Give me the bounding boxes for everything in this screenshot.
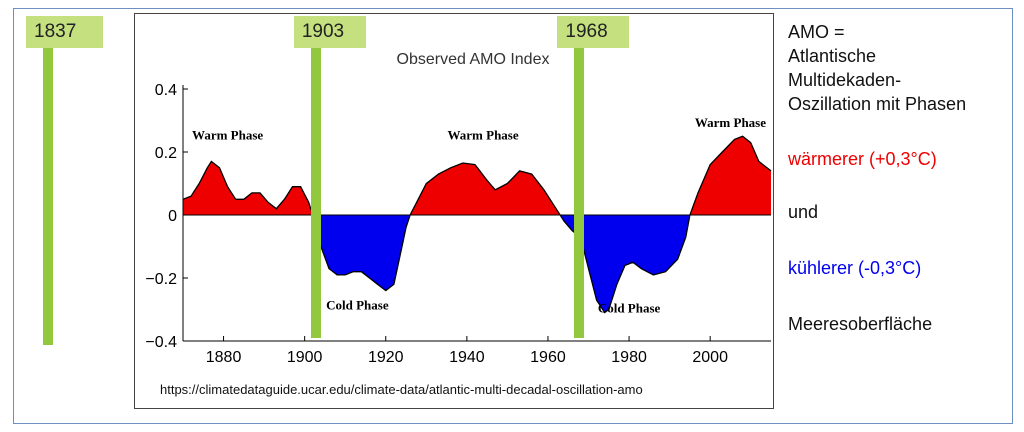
warm-phase-area-0 bbox=[183, 161, 313, 215]
warm-phase-label: Warm Phase bbox=[192, 127, 263, 142]
warm-phase-text: wärmerer (+0,3°C) bbox=[788, 149, 937, 169]
year-marker-bar-1837 bbox=[43, 40, 53, 345]
x-tick-label: 2000 bbox=[692, 349, 728, 366]
cold-phase-label: Cold Phase bbox=[598, 301, 661, 316]
x-tick-label: 1880 bbox=[206, 349, 242, 366]
y-tick-label: 0 bbox=[168, 208, 177, 225]
cold-phase-area-1 bbox=[312, 215, 411, 291]
year-marker-label-1837: 1837 bbox=[26, 16, 103, 48]
x-tick-label: 1920 bbox=[368, 349, 404, 366]
chart-title: Observed AMO Index bbox=[397, 51, 550, 68]
side-line-amo: AMO = bbox=[788, 22, 845, 42]
y-tick-label: 0.2 bbox=[155, 145, 177, 162]
amo-curve bbox=[182, 135, 772, 314]
y-tick-label: 0.4 bbox=[155, 82, 177, 99]
year-marker-bar-1968 bbox=[574, 40, 585, 338]
year-marker-label-1968: 1968 bbox=[557, 16, 630, 48]
cool-phase-text: kühlerer (-0,3°C) bbox=[788, 258, 922, 278]
chart-panel: 0.4 0.2 0 −0.2 −0.4 1880 1900 1920 1940 1960 1980 2… bbox=[134, 13, 774, 409]
warm-phase-label: Warm Phase bbox=[695, 115, 766, 130]
warm-phase-area-2 bbox=[410, 163, 561, 215]
side-line-atlantische: Atlantische bbox=[788, 46, 877, 66]
slide-frame bbox=[13, 8, 1013, 424]
side-line-und: und bbox=[788, 202, 819, 222]
cold-phase-label: Cold Phase bbox=[326, 298, 389, 313]
warm-phase-label: Warm Phase bbox=[448, 127, 519, 142]
side-line-oszillation: Oszillation mit Phasen bbox=[788, 94, 967, 114]
side-line-meeresoberflaeche: Meeresoberfläche bbox=[788, 314, 933, 334]
x-tick-label: 1980 bbox=[611, 349, 647, 366]
cold-phase-area-3 bbox=[560, 215, 690, 313]
warm-phase-area-4 bbox=[689, 136, 771, 215]
source-url: https://climatedataguide.ucar.edu/climat… bbox=[160, 382, 643, 397]
year-marker-label-1903: 1903 bbox=[293, 16, 366, 48]
side-line-multidekaden: Multidekaden- bbox=[788, 70, 902, 90]
x-tick-label: 1960 bbox=[530, 349, 566, 366]
y-tick-label: −0.4 bbox=[145, 334, 177, 351]
y-tick-label: −0.2 bbox=[145, 271, 177, 288]
amo-chart: 0.4 0.2 0 −0.2 −0.4 1880 1900 1920 1940 1960 1980 2… bbox=[145, 51, 772, 366]
x-tick-label: 1940 bbox=[449, 349, 485, 366]
x-tick-label: 1900 bbox=[287, 349, 323, 366]
year-marker-bar-1903 bbox=[310, 40, 321, 338]
